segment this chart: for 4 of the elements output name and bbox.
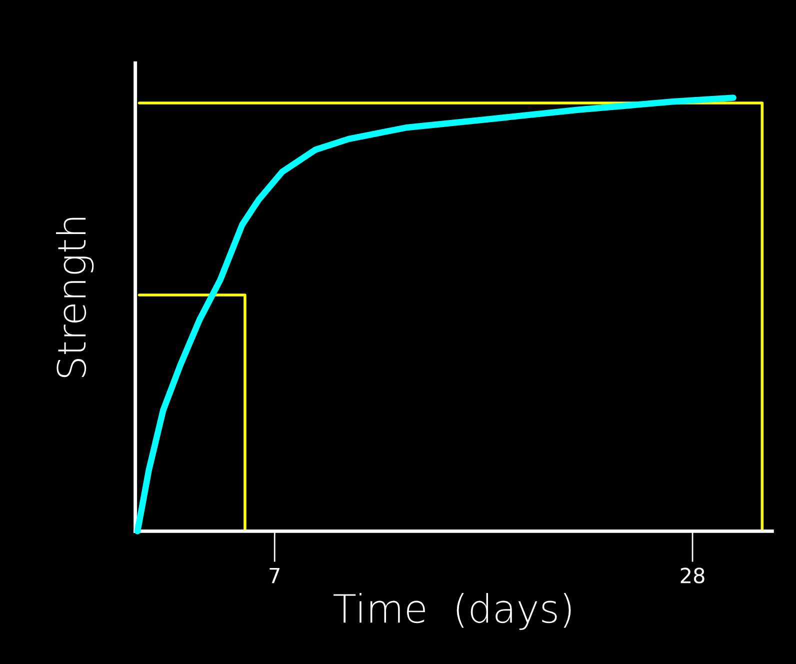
- x-tick-label: 7: [270, 568, 280, 584]
- x-tick-label: 28: [680, 568, 704, 584]
- y-axis-title: Strength: [56, 218, 94, 378]
- x-axis-title: Time (days): [334, 593, 571, 630]
